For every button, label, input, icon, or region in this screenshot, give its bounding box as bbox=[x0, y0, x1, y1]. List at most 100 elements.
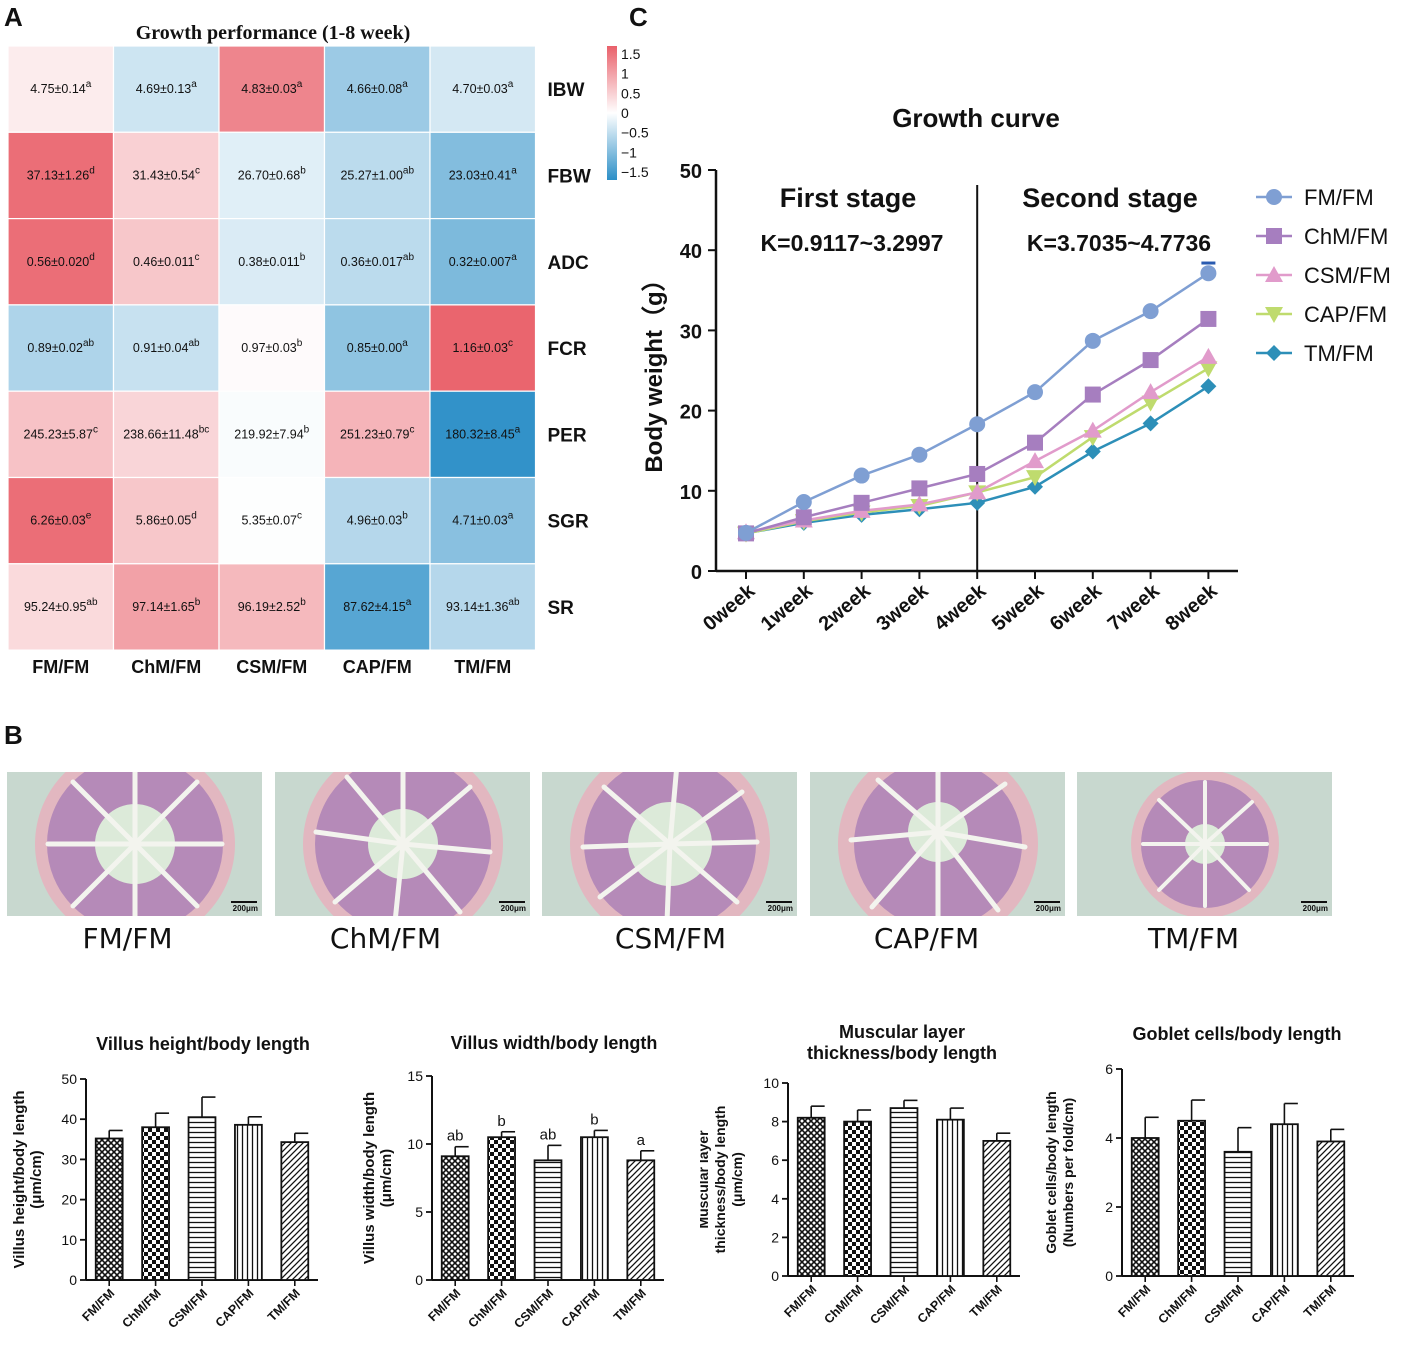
bar-chart-title: Villus height/body length bbox=[96, 1034, 310, 1054]
data-point bbox=[969, 416, 986, 433]
panel-label-a: A bbox=[4, 2, 23, 32]
intestine-cross-section-image bbox=[275, 772, 530, 916]
heatmap-row-label: IBW bbox=[548, 80, 585, 101]
panel-label-b: B bbox=[4, 720, 23, 750]
heatmap-cell-value: 4.75±0.14a bbox=[30, 79, 92, 96]
significance-letter: ab bbox=[447, 1128, 464, 1145]
intestine-cross-section-image bbox=[542, 772, 797, 916]
colorbar-tick-label: −1 bbox=[621, 144, 637, 160]
heatmap-cell bbox=[7, 476, 115, 565]
y-tick-label: 50 bbox=[680, 161, 702, 183]
x-tick-label: CSM/FM bbox=[511, 1286, 556, 1331]
data-point bbox=[1084, 443, 1101, 460]
scale-bar bbox=[499, 901, 525, 903]
micrograph-cap-fm: 200μm bbox=[810, 772, 1065, 916]
heatmap-cell bbox=[218, 304, 326, 392]
heatmap-cell-value: 4.83±0.03a bbox=[241, 79, 303, 96]
heatmap-cell bbox=[112, 218, 220, 306]
x-tick-label: TM/FM bbox=[611, 1286, 649, 1324]
data-point bbox=[738, 524, 754, 541]
scale-bar bbox=[766, 901, 792, 903]
heatmap-column-label: CSM/FM bbox=[236, 657, 307, 677]
heatmap-column-label: ChM/FM bbox=[131, 657, 201, 677]
y-axis-label: (μm/cm) bbox=[28, 1150, 45, 1208]
legend-label: FM/FM bbox=[1304, 185, 1374, 210]
colorbar-tick-label: 0 bbox=[621, 105, 629, 121]
data-point bbox=[1026, 452, 1044, 469]
x-tick-label: CSM/FM bbox=[1201, 1282, 1246, 1327]
heatmap-cell bbox=[218, 563, 326, 651]
colorbar-tick-label: −0.5 bbox=[621, 125, 649, 141]
y-tick-label: 0 bbox=[69, 1272, 77, 1288]
heatmap-row-label: SGR bbox=[548, 512, 589, 533]
colorbar-tick-label: −1.5 bbox=[621, 164, 649, 180]
bar bbox=[889, 1107, 919, 1277]
data-point bbox=[1083, 421, 1102, 438]
bar bbox=[533, 1159, 563, 1281]
heatmap-column-label: CAP/FM bbox=[343, 657, 412, 677]
heatmap-cell-value: 238.66±11.48bc bbox=[123, 424, 209, 441]
legend-marker bbox=[1265, 266, 1283, 282]
heatmap-column-label: FM/FM bbox=[32, 657, 89, 677]
x-tick-label: CAP/FM bbox=[213, 1286, 257, 1330]
x-tick-label: 1week bbox=[757, 579, 818, 635]
data-point bbox=[853, 494, 870, 511]
scale-bar bbox=[1301, 901, 1327, 903]
y-tick-label: 6 bbox=[1105, 1061, 1113, 1077]
heatmap-cell-value: 37.13±1.26d bbox=[27, 165, 95, 182]
heatmap-title: Growth performance (1-8 week) bbox=[135, 22, 411, 44]
x-tick-label: FM/FM bbox=[79, 1286, 117, 1324]
first-stage-k: K=0.9117~3.2997 bbox=[761, 230, 944, 256]
bar bbox=[141, 1126, 170, 1281]
heatmap-cell-value: 96.19±2.52b bbox=[238, 597, 306, 614]
y-tick-label: 10 bbox=[61, 1232, 77, 1248]
heatmap-cell bbox=[323, 304, 431, 392]
heatmap-cell-value: 6.26±0.03e bbox=[30, 511, 92, 528]
goblet-cells-bar-chart: Goblet cells/body length 0 2 4 6 Goblet cells… bbox=[1043, 1024, 1354, 1327]
heatmap-cell bbox=[218, 218, 326, 306]
intestine-cross-section-image bbox=[810, 772, 1065, 916]
heatmap-cell-value: 245.23±5.87c bbox=[24, 424, 98, 441]
heatmap-cell-value: 0.38±0.011b bbox=[238, 252, 306, 269]
y-tick-label: 10 bbox=[407, 1136, 423, 1152]
data-point bbox=[1199, 361, 1218, 378]
y-tick-label: 40 bbox=[61, 1111, 77, 1127]
y-tick-label: 10 bbox=[763, 1075, 779, 1091]
data-point bbox=[911, 480, 928, 497]
data-point bbox=[1027, 434, 1043, 451]
data-point bbox=[1142, 303, 1159, 320]
villus-width-bar-chart: Villus width/body length 0 5 10 15 Villus wid… bbox=[361, 1033, 664, 1331]
micrograph-label-tm-fm: TM/FM bbox=[1148, 922, 1239, 955]
heatmap-cell-value: 95.24±0.95ab bbox=[24, 597, 98, 614]
heatmap-cell bbox=[429, 131, 537, 220]
heatmap-cell-value: 87.62±4.15a bbox=[343, 597, 411, 614]
heatmap-row-label: FCR bbox=[548, 339, 587, 360]
heatmap-cell bbox=[323, 218, 431, 306]
y-tick-label: 5 bbox=[415, 1204, 423, 1220]
x-tick-label: CAP/FM bbox=[915, 1282, 959, 1326]
scale-label: 200μm bbox=[767, 904, 793, 913]
micrograph-label-chm-fm: ChM/FM bbox=[329, 922, 442, 955]
data-point bbox=[968, 483, 987, 500]
y-tick-label: 20 bbox=[680, 402, 702, 424]
heatmap-cell bbox=[7, 131, 115, 220]
scale-label: 200μm bbox=[500, 904, 526, 913]
significance-letter: a bbox=[637, 1132, 646, 1149]
heatmap-cell-value: 251.23±0.79c bbox=[340, 424, 414, 441]
heatmap-cell-value: 1.16±0.03c bbox=[452, 338, 513, 355]
x-tick-label: 5week bbox=[988, 579, 1049, 635]
data-point bbox=[853, 467, 870, 484]
data-point bbox=[1141, 383, 1160, 400]
y-axis-label: Villus width/body length bbox=[361, 1092, 378, 1264]
villus-height-bar-chart: Villus height/body length 0 10 20 30 40 50 Vill… bbox=[11, 1034, 318, 1331]
heatmap-cell-value: 0.36±0.017ab bbox=[340, 252, 414, 269]
colorbar bbox=[607, 46, 617, 180]
data-point bbox=[1200, 265, 1217, 282]
x-tick-label: 7week bbox=[1104, 579, 1165, 635]
bar-chart-title: Muscular layer bbox=[839, 1022, 965, 1042]
x-tick-label: 4week bbox=[930, 579, 991, 635]
data-point bbox=[795, 509, 812, 526]
y-tick-label: 4 bbox=[1105, 1130, 1113, 1146]
heatmap-cell bbox=[429, 390, 537, 479]
data-point bbox=[1084, 386, 1101, 403]
